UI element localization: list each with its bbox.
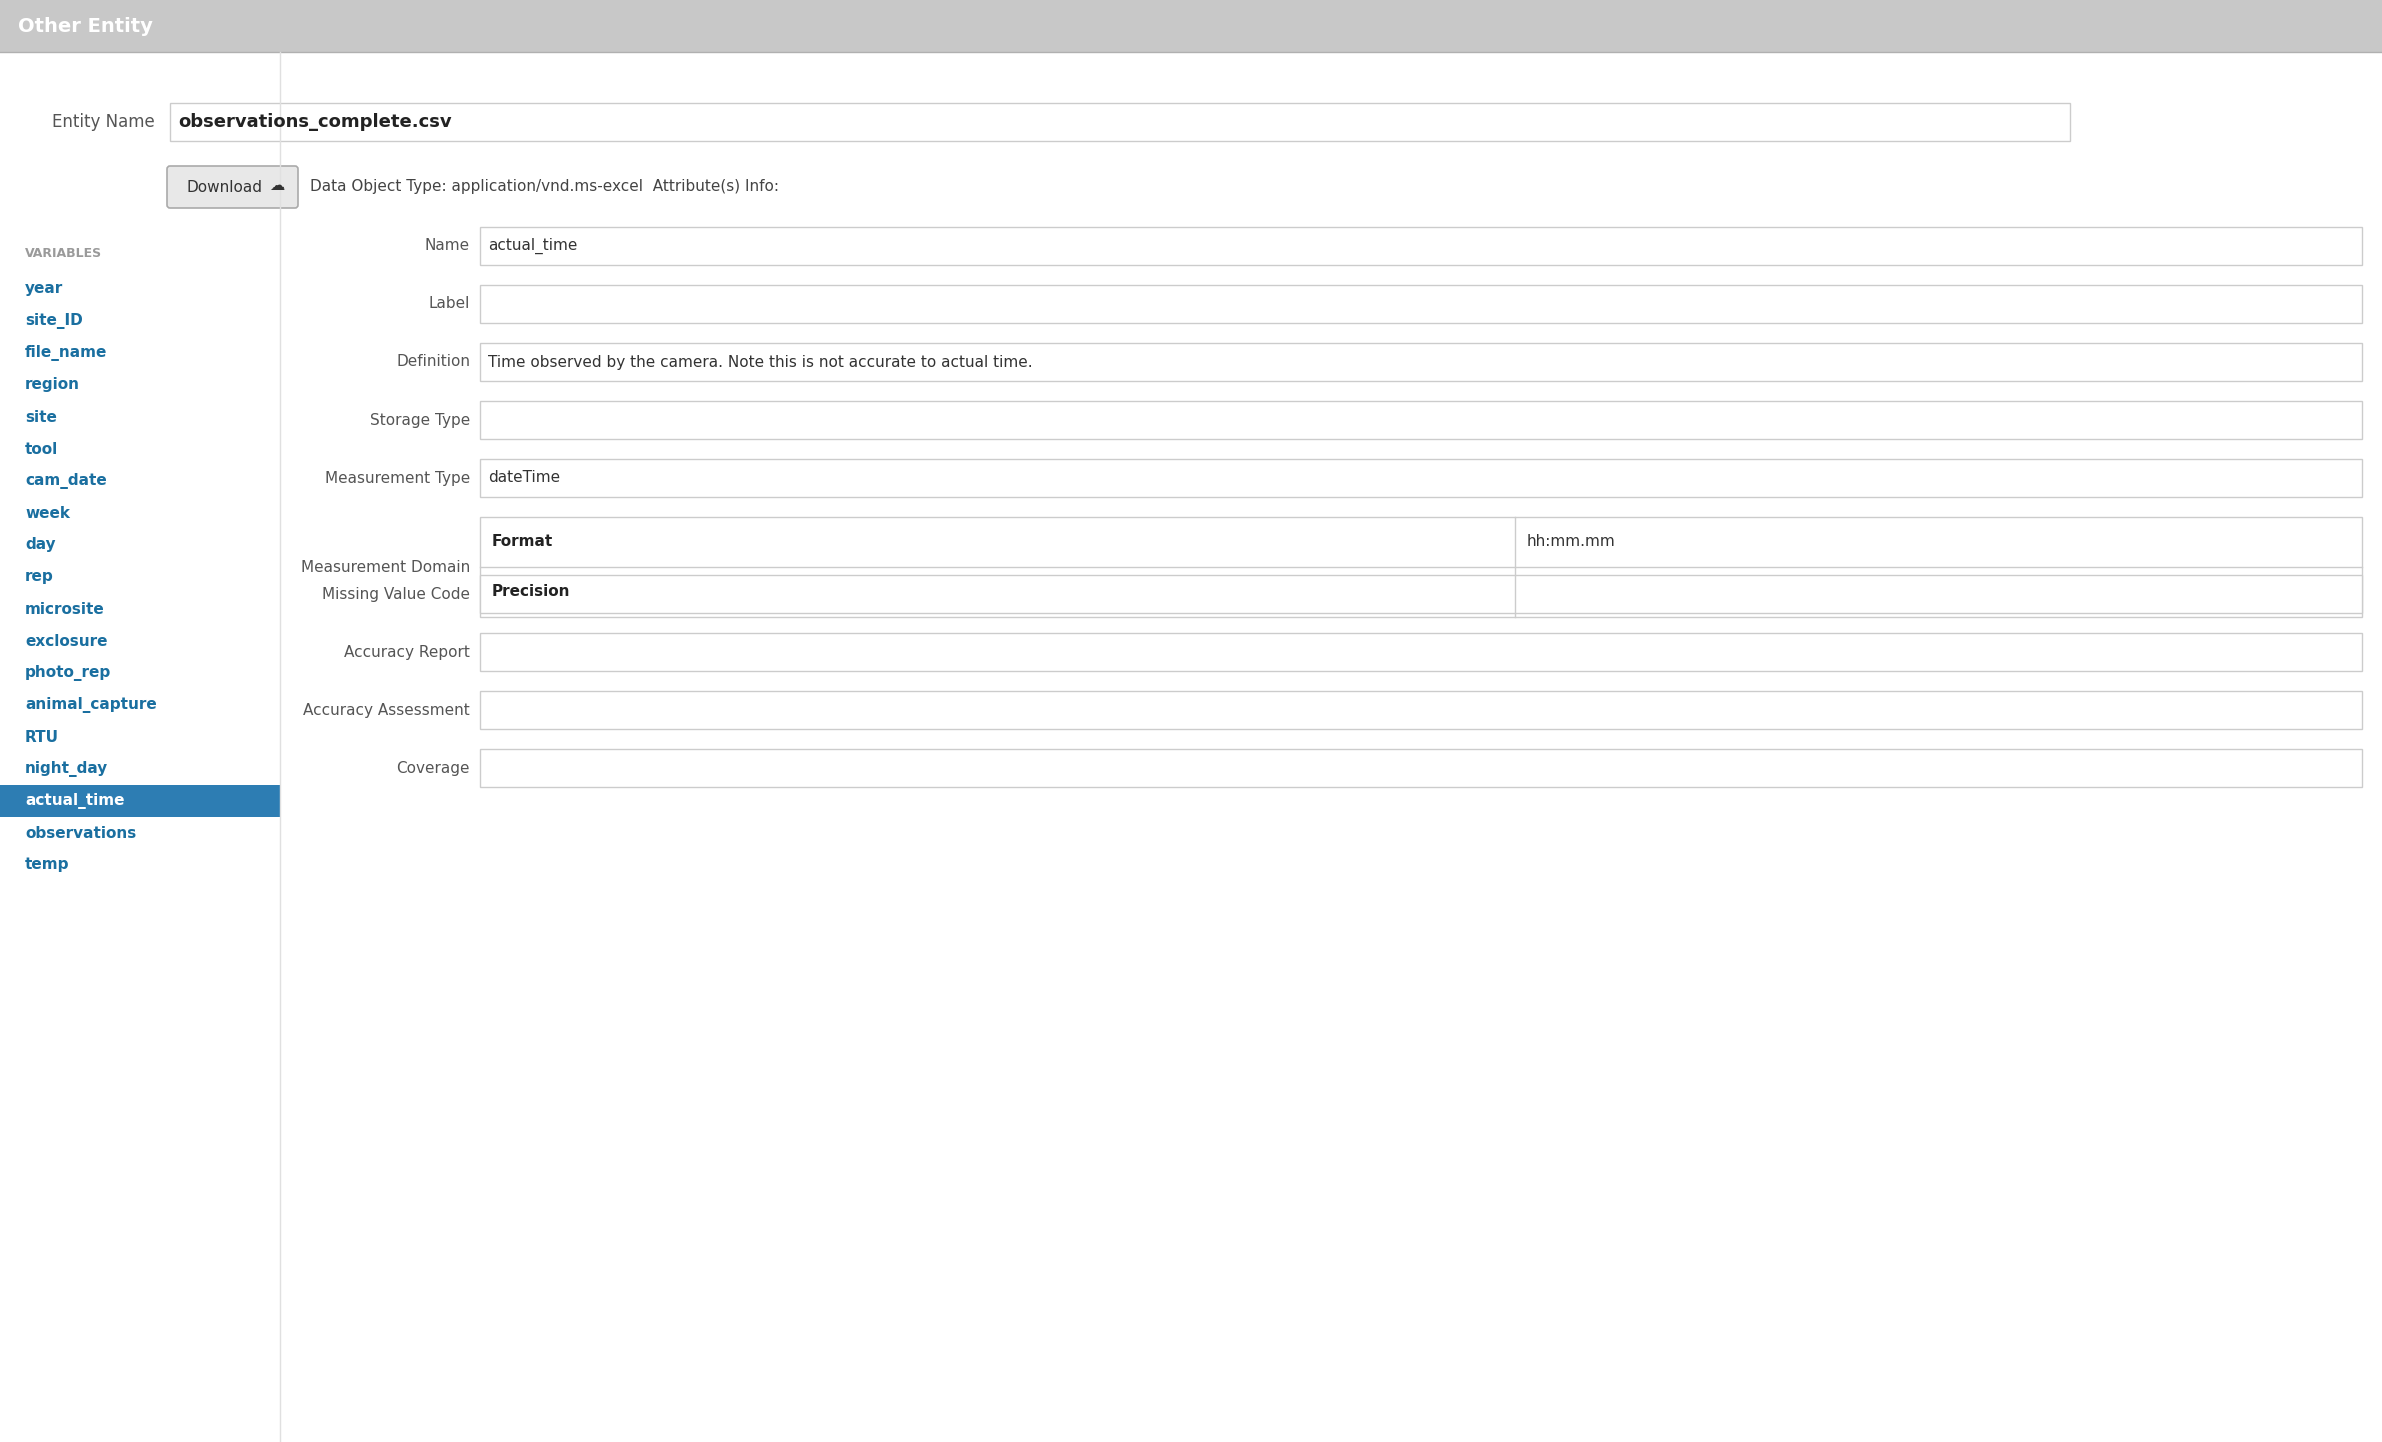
FancyBboxPatch shape — [481, 401, 2363, 438]
Text: actual_time: actual_time — [24, 793, 124, 809]
Text: Coverage: Coverage — [395, 760, 469, 776]
Text: animal_capture: animal_capture — [24, 696, 157, 712]
Text: Precision: Precision — [493, 584, 572, 600]
Text: Data Object Type: application/vnd.ms-excel  Attribute(s) Info:: Data Object Type: application/vnd.ms-exc… — [310, 179, 779, 195]
FancyBboxPatch shape — [481, 459, 2363, 497]
Text: Format: Format — [493, 535, 553, 549]
Text: temp: temp — [24, 858, 69, 872]
Text: day: day — [24, 538, 55, 552]
Text: ☁: ☁ — [269, 179, 283, 193]
Text: observations: observations — [24, 825, 136, 841]
FancyBboxPatch shape — [481, 343, 2363, 381]
Text: week: week — [24, 506, 69, 521]
FancyBboxPatch shape — [167, 166, 298, 208]
Text: exclosure: exclosure — [24, 633, 107, 649]
FancyBboxPatch shape — [481, 286, 2363, 323]
Text: actual_time: actual_time — [488, 238, 576, 254]
Text: Entity Name: Entity Name — [52, 112, 155, 131]
Text: Measurement Domain: Measurement Domain — [300, 559, 469, 574]
Text: Label: Label — [429, 297, 469, 311]
Text: VARIABLES: VARIABLES — [24, 247, 102, 260]
FancyBboxPatch shape — [481, 748, 2363, 787]
Text: year: year — [24, 281, 64, 297]
Text: tool: tool — [24, 441, 57, 457]
Text: file_name: file_name — [24, 345, 107, 360]
FancyBboxPatch shape — [0, 0, 2382, 52]
Text: site_ID: site_ID — [24, 313, 83, 329]
Text: hh:mm.mm: hh:mm.mm — [1527, 535, 1615, 549]
FancyBboxPatch shape — [481, 691, 2363, 730]
Text: microsite: microsite — [24, 601, 105, 617]
Text: region: region — [24, 378, 81, 392]
Text: rep: rep — [24, 570, 55, 584]
Text: observations_complete.csv: observations_complete.csv — [179, 112, 453, 131]
FancyBboxPatch shape — [481, 575, 2363, 613]
Text: Name: Name — [424, 238, 469, 254]
FancyBboxPatch shape — [481, 518, 2363, 617]
Text: Accuracy Report: Accuracy Report — [343, 645, 469, 659]
Text: Definition: Definition — [395, 355, 469, 369]
Text: Storage Type: Storage Type — [369, 412, 469, 427]
Text: site: site — [24, 410, 57, 424]
Text: RTU: RTU — [24, 730, 60, 744]
Text: Missing Value Code: Missing Value Code — [322, 587, 469, 601]
Text: night_day: night_day — [24, 761, 107, 777]
Text: Download: Download — [186, 179, 262, 195]
Text: Measurement Type: Measurement Type — [324, 470, 469, 486]
Text: Accuracy Assessment: Accuracy Assessment — [303, 702, 469, 718]
Text: cam_date: cam_date — [24, 473, 107, 489]
Text: dateTime: dateTime — [488, 470, 560, 486]
FancyBboxPatch shape — [0, 784, 281, 818]
FancyBboxPatch shape — [169, 102, 2070, 141]
FancyBboxPatch shape — [481, 633, 2363, 671]
Text: Time observed by the camera. Note this is not accurate to actual time.: Time observed by the camera. Note this i… — [488, 355, 1034, 369]
FancyBboxPatch shape — [481, 226, 2363, 265]
Text: photo_rep: photo_rep — [24, 665, 112, 681]
FancyBboxPatch shape — [0, 52, 2382, 1442]
Text: Other Entity: Other Entity — [19, 16, 152, 36]
